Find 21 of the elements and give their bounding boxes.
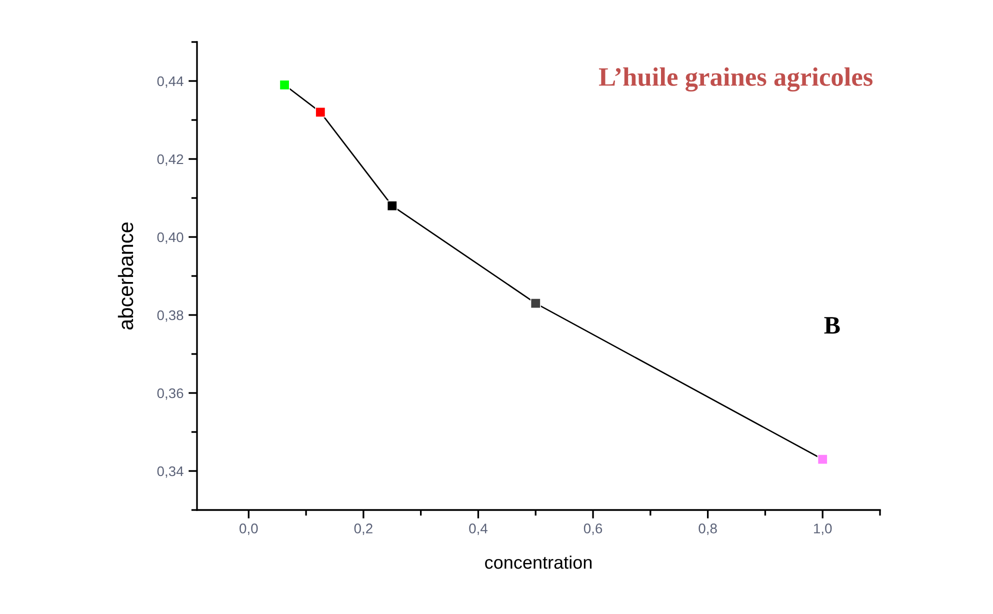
x-tick-label: 1,0 [814,524,832,536]
point [530,298,541,309]
text: L’huile graines agricoles [598,67,873,92]
point [386,200,398,212]
annotation: B [824,317,840,334]
point [315,106,326,118]
y-tick-label: 0,42 [157,154,184,166]
point [817,454,828,465]
y-tick-label: 0,38 [157,310,184,322]
y-axis-title: abcerbance [118,222,134,330]
point [279,80,290,90]
x-axis-title: concentration [485,556,592,569]
y-tick-label: 0,44 [157,76,184,88]
x-tick-label: 0,4 [469,524,488,536]
x-tick-label: 0,6 [584,524,602,536]
x-tick-label: 0,2 [354,524,372,536]
y-tick-label: 0,40 [157,232,184,244]
y-tick-label: 0,34 [157,466,184,478]
x-tick-label: 0,0 [240,524,258,536]
x-tick-label: 0,8 [698,524,717,536]
y-tick-label: 0,36 [157,388,184,400]
